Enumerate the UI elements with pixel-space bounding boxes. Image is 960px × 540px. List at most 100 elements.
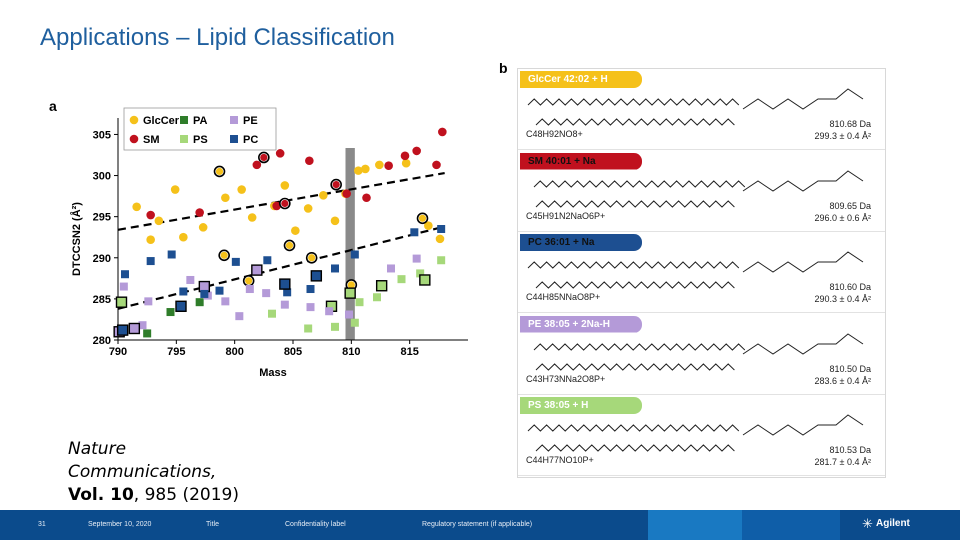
data-point-ps [344,287,356,299]
footer-date: September 10, 2020 [88,521,152,528]
data-point-pc [350,250,359,259]
y-tick-label: 300 [93,171,111,183]
data-point-pe [262,289,271,298]
data-point-pe [128,322,141,335]
lipid-tag: PE 38:05 + 2Na-H [520,315,642,333]
citation-journal-line2: Communications, [68,462,217,482]
data-point-ps [355,298,364,307]
x-tick-label: 795 [167,346,185,358]
data-point-pc [200,289,209,298]
data-point-glccer-core [347,281,355,289]
data-point-glccer [354,166,363,175]
acyl-chain-upper [533,342,746,351]
data-point-glccer [291,226,300,235]
data-point-glccer [319,190,328,200]
molecule-structure [527,251,864,289]
lipid-ccs: 290.3 ± 0.4 Å² [814,294,871,304]
data-point-glccer-core [215,167,224,176]
data-point-sm [412,146,421,156]
data-point-ps [304,324,313,333]
citation-volume: Vol. 10, 985 (2019) [68,484,239,507]
data-point-pc [263,256,272,265]
y-tick-label: 285 [93,294,111,306]
data-point-sm-core [332,181,340,189]
data-point-pc [331,264,339,273]
y-axis-label: DTCCSN2 (Å²) [70,202,83,276]
data-point-pe [119,282,128,291]
legend-box [123,107,277,151]
citation-pages-year: , 985 (2019) [133,485,239,505]
data-point-glccer-core [308,254,316,262]
data-point-pe [186,275,195,284]
lipid-formula: C48H92NO8+ [526,129,583,139]
data-point-glccer [375,160,384,170]
data-point-glccer [424,221,433,231]
lipid-tag: PS 38:05 + H [520,397,642,414]
data-point-sm [384,161,393,170]
lipid-ccs: 296.0 ± 0.6 Å² [814,212,871,223]
acyl-chain-upper [527,261,740,269]
data-point-pc [167,250,176,259]
data-point-pc [410,228,419,237]
data-point-glccer [132,202,141,212]
lipid-card: PS 38:05 + H C44H77NO10P+ 810.53 Da 281.7 ±… [518,395,885,476]
headgroup-bonds [742,332,864,355]
data-point-glccer [221,193,230,203]
lipid-formula: C43H73NNa2O8P+ [526,373,606,384]
lipid-card: SM 40:01 + Na C45H91N2NaO6P+ 809.65 Da 296.… [518,151,885,232]
x-tick-label: 815 [400,346,418,358]
data-point-pc [283,288,292,297]
x-tick-label: 810 [342,346,360,358]
data-point-ps [397,275,406,284]
citation-volume-number: Vol. 10 [68,485,134,505]
data-point-sm [400,151,410,161]
data-point-pe [221,297,230,306]
lipid-formula: C44H77NO10P+ [526,455,594,465]
lipid-ccs: 281.7 ± 0.4 Å² [814,457,871,467]
data-point-pa [143,329,152,338]
data-point-ps [268,309,276,318]
lipid-card: PE 38:05 + 2Na-H C43H73NNa2O8P+ 810.50 Da 2… [518,314,885,395]
lipid-structures-panel: GlcCer 42:02 + H C48H92NO8+ 810.68 Da 299.3… [517,68,886,478]
footer-regulatory: Regulatory statement (if applicable) [422,521,533,528]
data-point-sm [342,189,351,198]
data-point-pc [306,285,315,294]
lipid-mass: 809.65 Da [829,200,871,211]
data-point-pc [231,257,240,266]
acyl-chain-lower [535,118,735,126]
molecule-structure [527,414,864,452]
data-point-sm [195,208,204,217]
data-point-glccer [280,181,290,190]
footer-bar: 31 September 10, 2020 Title Confidential… [0,510,960,540]
x-tick-label: 800 [225,346,243,358]
data-point-pe [144,297,153,306]
data-point-pc [175,300,187,312]
data-point-ps [331,322,339,331]
agilent-logo-text: Agilent [876,518,910,529]
legend-marker-sm [129,134,139,144]
data-point-sm [362,193,371,203]
acyl-chain-lower [535,281,735,289]
data-point-ps [375,280,388,292]
data-point-glccer [361,164,370,174]
x-tick-label: 805 [284,346,302,358]
data-point-glccer [237,185,246,194]
lipid-tag: SM 40:01 + Na [520,152,642,170]
citation-journal-line1: Nature [68,439,127,459]
data-point-ps [416,269,425,278]
footer-confidentiality: Confidentiality label [285,521,346,528]
data-point-pe [138,321,147,330]
footer-accent-light [648,510,742,540]
legend-marker-pc [230,135,238,143]
data-point-pc [121,270,129,279]
legend-label-pa: PA [193,115,208,127]
data-point-pe [245,285,254,294]
data-point-pe [251,264,263,276]
molecule-structure [533,169,864,208]
acyl-chain-lower [535,362,735,371]
legend-marker-pe [230,116,238,124]
legend-label-pc: PC [243,134,258,146]
legend-marker-pa [180,116,188,124]
headgroup-bonds [742,88,864,110]
legend-marker-ps [180,135,188,143]
